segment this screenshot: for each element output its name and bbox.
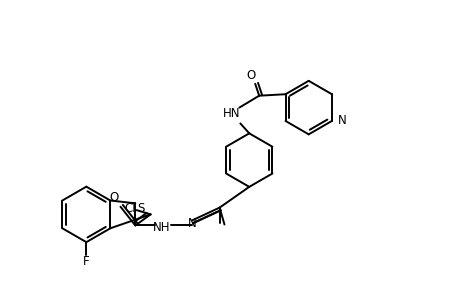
Text: HN: HN [222, 107, 240, 120]
Text: S: S [137, 202, 145, 215]
Text: O: O [109, 191, 118, 204]
Text: O: O [246, 69, 255, 82]
Text: N: N [337, 115, 346, 128]
Text: Cl: Cl [123, 202, 135, 214]
Text: NH: NH [153, 221, 170, 234]
Text: F: F [83, 256, 90, 268]
Text: N: N [187, 217, 196, 230]
